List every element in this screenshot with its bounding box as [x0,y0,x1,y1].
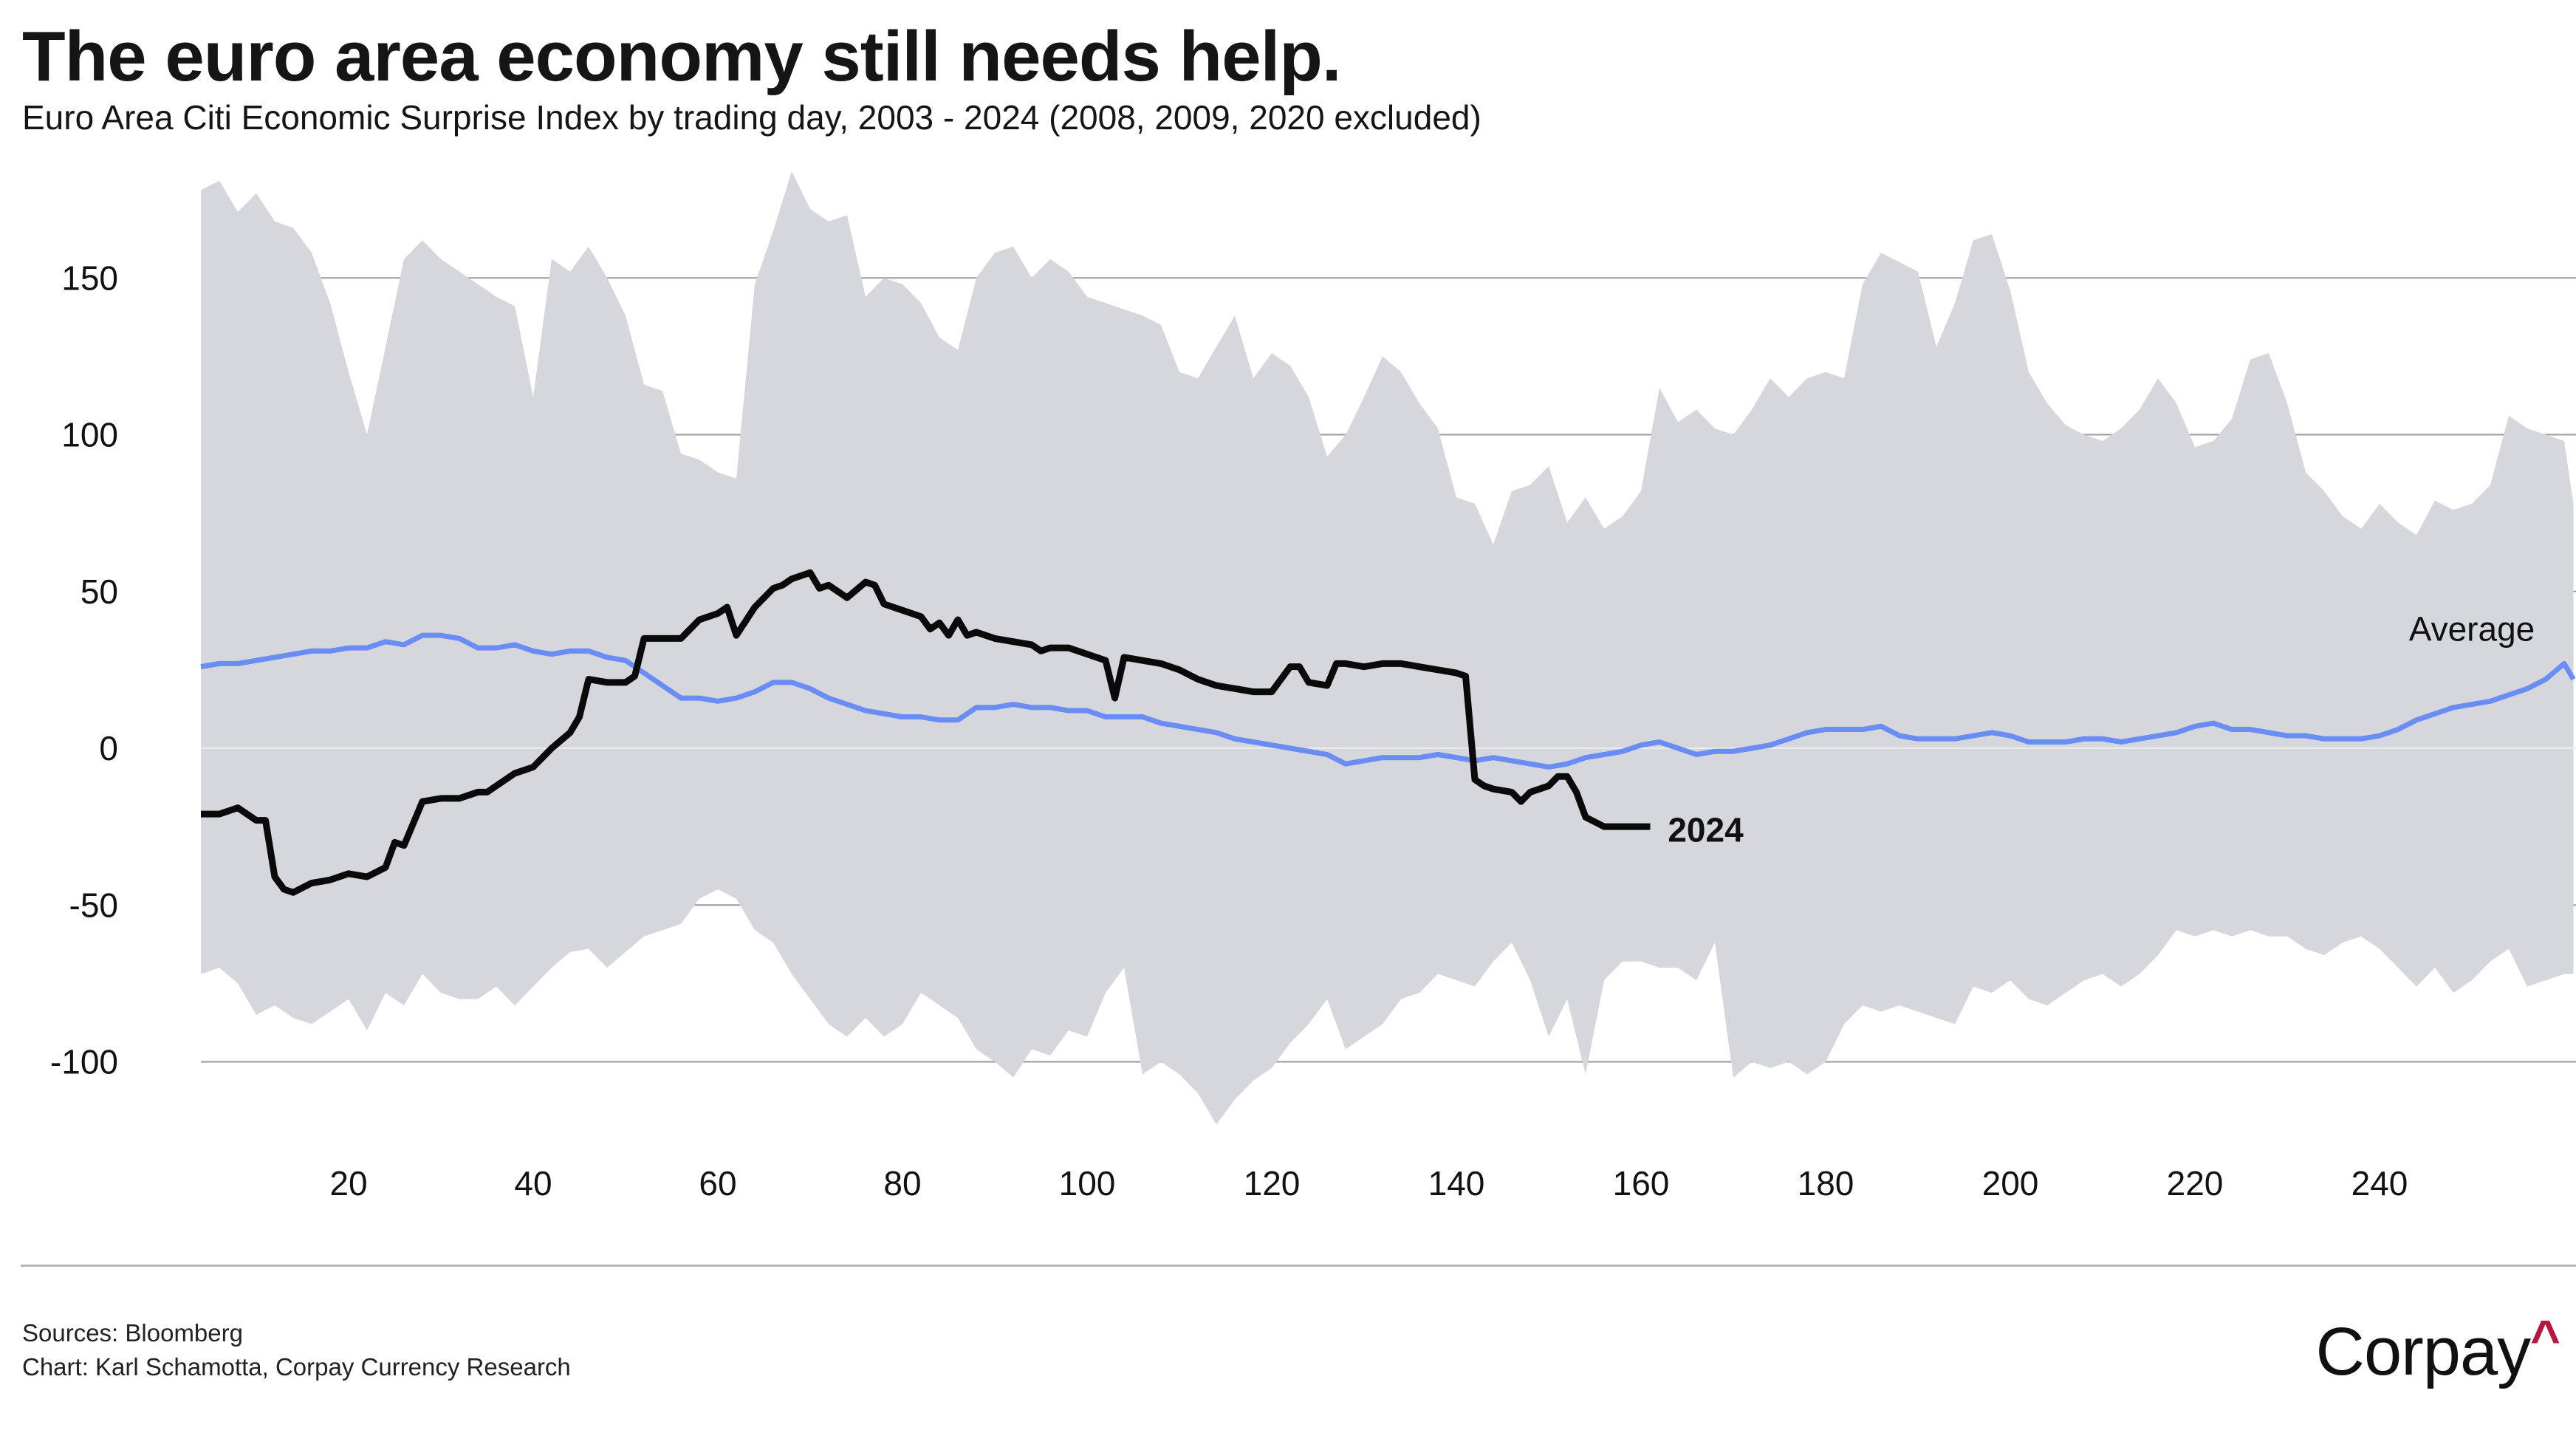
y-tick-label: 0 [99,729,118,767]
x-tick-label: 120 [1244,1164,1301,1202]
x-tick-label: 20 [329,1164,367,1202]
x-tick-label: 220 [2167,1164,2224,1202]
x-tick-label: 160 [1613,1164,1670,1202]
y-tick-label: -100 [50,1043,118,1081]
y-tick-label: 150 [61,259,118,297]
logo-text: Corpay [2315,1314,2532,1389]
subtitle-main: Euro Area Citi Economic Surprise Index b… [22,98,849,137]
x-tick-label: 100 [1059,1164,1116,1202]
corpay-logo: Corpay^ [2315,1310,2560,1391]
chart-subtitle: Euro Area Citi Economic Surprise Index b… [22,98,1481,137]
x-tick-label: 140 [1428,1164,1485,1202]
y-tick-label: 100 [61,416,118,454]
x-tick-label: 60 [699,1164,736,1202]
y-tick-label: 50 [80,572,118,611]
x-tick-label: 240 [2351,1164,2408,1202]
average-line [200,632,2576,770]
chart: 150 100 50 0 -50 -100 20 40 60 80 100 120 140 160 180… [50,171,2576,1202]
x-tick-label: 180 [1798,1164,1854,1202]
chart-credit: Chart: Karl Schamotta, Corpay Currency R… [22,1353,571,1381]
x-axis: 20 40 60 80 100 120 140 160 180 200 220 240 [329,1164,2408,1202]
x-tick-label: 40 [514,1164,552,1202]
y-tick-label: -50 [69,886,118,924]
annotations: Average 2024 [1668,610,2535,849]
footer-notes: Sources: Bloomberg Chart: Karl Schamotta… [22,1316,571,1384]
chart-title: The euro area economy still needs help. [22,17,1342,96]
x-tick-label: 200 [1982,1164,2039,1202]
range-band [201,171,2574,1125]
subtitle-detail: 2003 - 2024 (2008, 2009, 2020 excluded) [849,98,1481,137]
x-tick-label: 80 [883,1164,921,1202]
footer-divider [21,1265,2576,1267]
series-2024-line [201,569,1651,896]
logo-caret-icon: ^ [2530,1310,2560,1367]
annotation-2024: 2024 [1668,810,1744,849]
sources-note: Sources: Bloomberg [22,1319,243,1347]
y-axis: 150 100 50 0 -50 -100 [50,259,118,1081]
annotation-average: Average [2409,610,2535,649]
